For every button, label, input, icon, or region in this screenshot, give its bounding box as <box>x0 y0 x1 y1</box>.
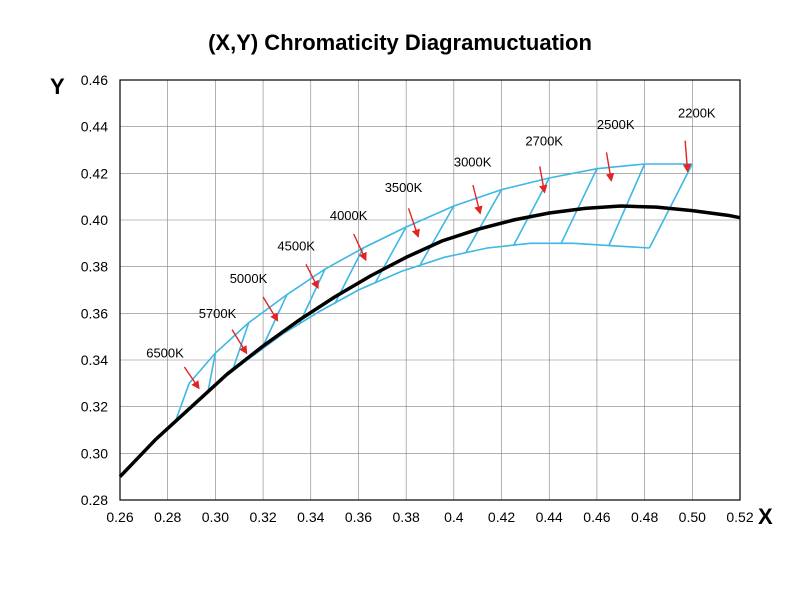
y-tick-label: 0.44 <box>81 119 108 135</box>
cct-label: 2200K <box>678 105 716 120</box>
x-tick-label: 0.44 <box>536 509 563 525</box>
y-tick-label: 0.38 <box>81 259 108 275</box>
y-tick-label: 0.36 <box>81 305 108 321</box>
y-tick-label: 0.28 <box>81 492 108 508</box>
chromaticity-chart: (X,Y) Chromaticity Diagramuctuation0.260… <box>0 0 800 600</box>
x-tick-label: 0.26 <box>106 509 133 525</box>
cct-label: 6500K <box>146 346 184 361</box>
x-tick-label: 0.32 <box>249 509 276 525</box>
y-tick-label: 0.34 <box>81 352 108 368</box>
cct-label: 2500K <box>597 117 635 132</box>
x-tick-label: 0.50 <box>679 509 706 525</box>
x-tick-label: 0.30 <box>202 509 229 525</box>
x-tick-label: 0.42 <box>488 509 515 525</box>
cct-label: 2700K <box>525 133 563 148</box>
cct-label: 3500K <box>385 180 423 195</box>
y-axis-label: Y <box>50 74 65 99</box>
x-axis-label: X <box>758 504 773 529</box>
y-tick-label: 0.42 <box>81 165 108 181</box>
x-tick-label: 0.46 <box>583 509 610 525</box>
y-tick-label: 0.32 <box>81 399 108 415</box>
x-tick-label: 0.48 <box>631 509 658 525</box>
x-tick-label: 0.34 <box>297 509 324 525</box>
cct-label: 5000K <box>230 271 268 286</box>
x-tick-label: 0.28 <box>154 509 181 525</box>
x-tick-label: 0.36 <box>345 509 372 525</box>
cct-label: 5700K <box>199 306 237 321</box>
y-tick-label: 0.30 <box>81 445 108 461</box>
x-tick-label: 0.38 <box>393 509 420 525</box>
x-tick-label: 0.52 <box>726 509 753 525</box>
x-tick-label: 0.4 <box>444 509 464 525</box>
y-tick-label: 0.40 <box>81 212 108 228</box>
cct-label: 4000K <box>330 208 368 223</box>
cct-label: 4500K <box>277 238 315 253</box>
cct-label: 3000K <box>454 154 492 169</box>
chart-title: (X,Y) Chromaticity Diagramuctuation <box>208 30 592 55</box>
y-tick-label: 0.46 <box>81 72 108 88</box>
